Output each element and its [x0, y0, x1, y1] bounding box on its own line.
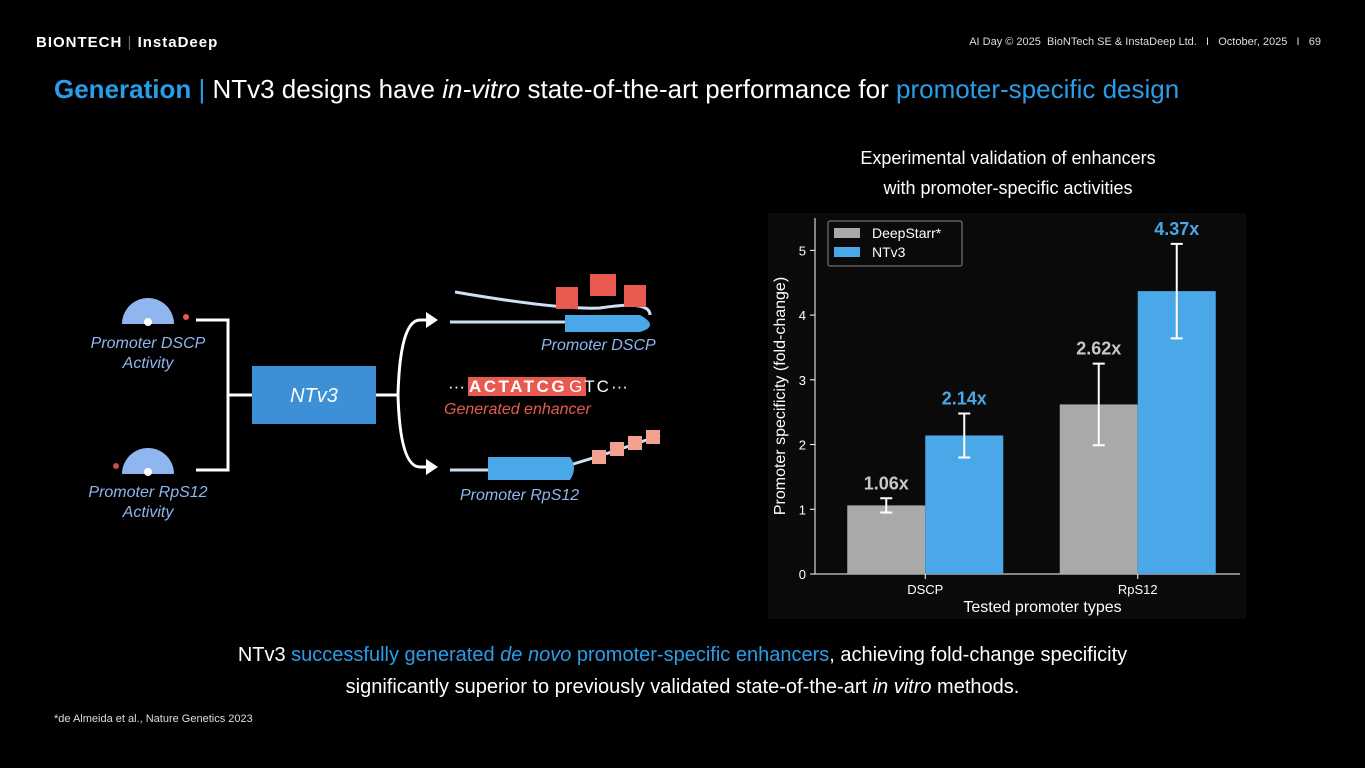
sequence: ··· ACTATCG GTC··· [448, 377, 628, 396]
legend-box [827, 220, 963, 267]
gauge [122, 298, 189, 326]
output-label: Promoter DSCP [541, 337, 656, 354]
brand: BIONTECH | InstaDeep [36, 34, 219, 51]
y-tick-label: 2 [799, 438, 806, 453]
enhancer-block [646, 430, 660, 444]
enhancer-block [556, 287, 578, 309]
error-bar [958, 412, 971, 459]
promoter [488, 457, 574, 480]
text: , achieving fold-change specificity [829, 644, 1128, 666]
title-text: NTv3 designs have [212, 74, 443, 104]
legend-label: DeepStarr* [872, 225, 942, 241]
highlight: successfully generated [291, 644, 501, 666]
highlight: de novo [500, 644, 572, 666]
partner-name: InstaDeep [137, 34, 219, 51]
sequence-highlight: ACTATCG [469, 377, 567, 396]
enhancer-block [610, 442, 624, 456]
bar [847, 505, 926, 574]
arrow-head [426, 312, 438, 475]
value-label: 4.37x [1154, 219, 1199, 239]
connector [376, 318, 430, 469]
y-axis-title: Promoter specificity (fold-change) [772, 277, 789, 515]
error-bar [1092, 362, 1105, 447]
emphasis: in vitro [872, 676, 932, 698]
header-meta: AI Day © 2025 BioNTech SE & InstaDeep Lt… [969, 36, 1321, 48]
enhancer-block [592, 450, 606, 464]
highlight: promoter-specific enhancers [571, 644, 830, 666]
legend-swatch [834, 247, 860, 257]
sequence-prefix: ··· [448, 377, 465, 396]
separator: I [1296, 36, 1300, 48]
error-bar [1170, 242, 1183, 340]
title-emphasis: in-vitro [442, 74, 521, 104]
bar [925, 435, 1004, 574]
y-tick-label: 0 [799, 567, 806, 582]
sequence-suffix: ··· [611, 377, 628, 396]
enhancer-block [624, 285, 646, 307]
sequence-highlight-box [468, 377, 586, 396]
title-highlight: promoter-specific design [895, 74, 1180, 104]
value-label: 1.06x [864, 473, 909, 493]
footnote: *de Almeida et al., Nature Genetics 2023 [54, 713, 253, 725]
x-axis-title: Tested promoter types [963, 599, 1121, 616]
title-text: state-of-the-art performance for [520, 74, 896, 104]
error-bar [880, 497, 893, 514]
x-tick-label: RpS12 [1118, 582, 1158, 597]
diagram: Promoter DSCP Activity Promoter RpS12 Acti… [88, 274, 661, 521]
sequence-label: Generated enhancer [444, 401, 591, 418]
enhancer-block [590, 274, 616, 296]
slide-title: Generation | NTv3 designs have in-vitro … [54, 74, 1180, 104]
legend-swatch [834, 228, 860, 238]
input-label-part: Promoter RpS12 [88, 484, 207, 501]
input-label: Promoter RpS12 Activity [88, 484, 207, 521]
input-label-part: Promoter DSCP [91, 335, 206, 352]
sequence-rest: GTC [569, 377, 611, 396]
model-label: NTv3 [290, 385, 338, 407]
event: AI Day © 2025 BioNTech SE & InstaDeep Lt… [969, 36, 1197, 48]
input-label-part: Activity [122, 504, 175, 521]
legend-label: NTv3 [872, 244, 906, 260]
brand-name: BIONTECH [36, 34, 123, 51]
text: significantly superior to previously val… [345, 676, 873, 698]
promoter [565, 315, 650, 332]
page-number: 69 [1308, 36, 1321, 48]
y-tick-label: 3 [799, 373, 806, 388]
chart-subtitle: Experimental validation of enhancers [860, 148, 1156, 168]
connector [196, 318, 252, 472]
model-box [252, 366, 376, 424]
conclusion: NTv3 successfully generated de novo prom… [60, 644, 1305, 667]
value-label: 2.62x [1076, 339, 1121, 359]
chart-subtitle: with promoter-specific activities [883, 178, 1133, 198]
y-tick-label: 5 [799, 243, 806, 258]
gauge [113, 448, 174, 476]
chart: 0 1 2 3 4 5 Promoter specificity (fold-change)… [768, 213, 1246, 619]
y-tick-label: 4 [799, 308, 806, 323]
text: methods. [931, 676, 1020, 698]
enhancer-block [628, 436, 642, 450]
y-tick-label: 1 [799, 502, 806, 517]
input-label: Promoter DSCP Activity [91, 335, 206, 372]
x-tick-label: DSCP [907, 582, 943, 597]
input-label-part: Activity [122, 355, 175, 372]
date: October, 2025 [1218, 36, 1288, 48]
value-label: 2.14x [942, 388, 987, 408]
section: Generation [54, 74, 192, 104]
output-label: Promoter RpS12 [460, 487, 579, 504]
separator: I [1206, 36, 1210, 48]
text: NTv3 [237, 644, 292, 666]
conclusion: significantly superior to previously val… [60, 676, 1305, 699]
